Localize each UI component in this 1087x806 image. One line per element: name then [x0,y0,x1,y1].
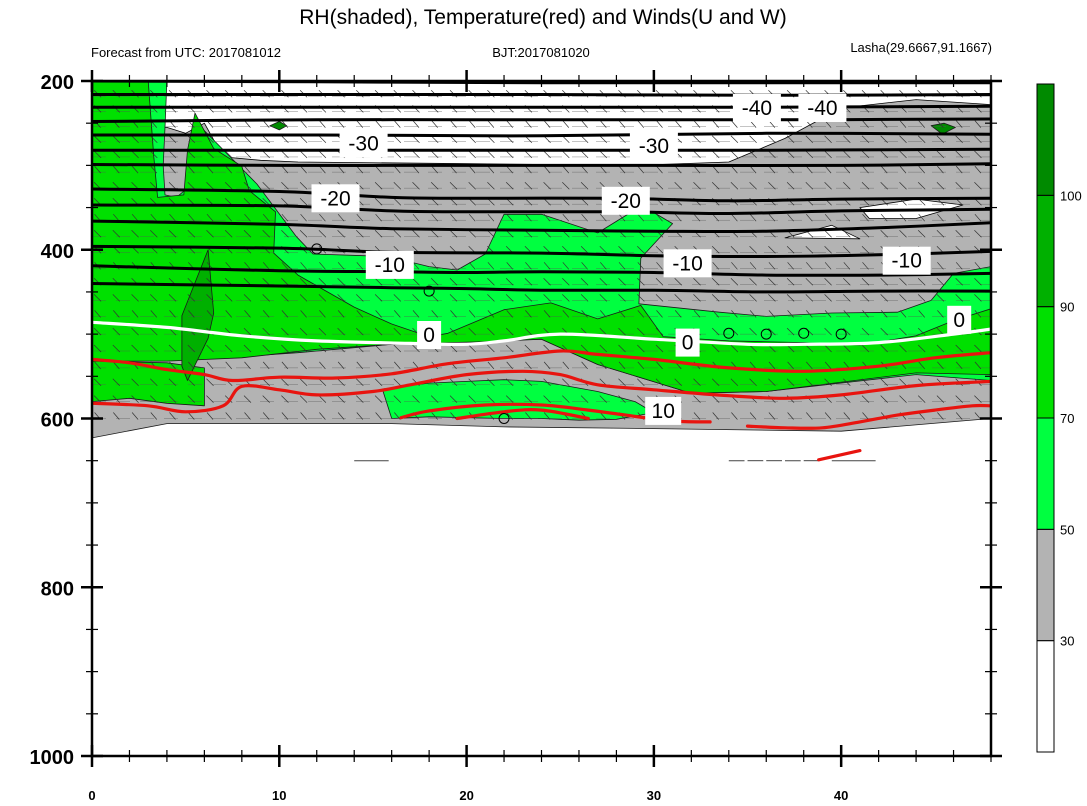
contour-label: -40 [798,94,847,122]
wind-row [92,135,991,144]
contour-label: -20 [601,186,650,215]
temperature-red-contour [745,403,991,430]
contour-label: 0 [675,328,700,357]
y-tick-label: 400 [41,241,74,263]
wind-row [92,310,991,318]
colorbar-box [1036,640,1055,753]
x-tick-label: 0 [88,788,95,803]
x-tick-label: 10 [272,788,286,803]
colorbar-box [1036,194,1055,308]
wind-row [92,120,991,128]
temperature-red-contour [455,408,590,421]
svg-text:0: 0 [423,324,435,347]
calm-wind-circle [311,243,323,255]
temperature-red-contour [92,349,991,383]
y-tick-label: 600 [41,410,74,432]
contour-label: -10 [882,246,931,275]
svg-text:-30: -30 [639,135,669,158]
temperature-contour [92,282,991,294]
temperature-contour [92,187,991,203]
temperature-contour [92,203,991,216]
temperature-contour [92,162,991,168]
wind-row [92,165,991,174]
contour-label: -20 [311,184,360,213]
wind-row [92,294,991,302]
calm-wind-circle [723,327,735,339]
y-tick-label: 800 [41,578,74,600]
temperature-contour [92,264,991,277]
calm-wind-markers [311,243,847,424]
chart-subtitle-left: Forecast from UTC: 2017081012 [91,45,281,60]
temperature-contour [92,219,991,233]
colorbar-box [1036,306,1055,419]
svg-text:10: 10 [652,400,675,423]
svg-text:-20: -20 [320,187,350,210]
temperature-red-contour [817,449,862,462]
contour-label: -10 [663,249,712,278]
chart-title: RH(shaded), Temperature(red) and Winds(U… [299,6,786,29]
colorbar-box [1036,528,1055,642]
wind-row [92,361,991,370]
calm-wind-circle [835,328,847,340]
colorbar-label: 50 [1060,522,1074,537]
calm-wind-circle [760,328,772,340]
temperature-contour [92,131,991,138]
wind-row [92,344,991,353]
temperature-contour [92,244,991,259]
zero-isotherm [92,320,991,347]
x-tick-label: 40 [834,788,848,803]
rh-region-rh100 [930,122,956,135]
contour-label: -40 [732,94,781,122]
rh-region-rh100 [269,121,288,131]
svg-text:-10: -10 [892,250,922,273]
y-tick-label: 1000 [30,747,75,769]
colorbar-label: 70 [1060,411,1074,426]
colorbar-box [1036,83,1055,196]
contour-labels: -40 -40 -30 -30 -20 -20 -10 -10 -10 0 0 0 10 [311,94,972,425]
svg-text:-30: -30 [348,132,378,155]
contour-label: 10 [645,396,682,425]
svg-text:-10: -10 [375,254,405,277]
zero-isotherm-line [92,320,991,347]
chart-subtitle-right: Lasha(29.6667,91.1667) [850,40,992,55]
contour-label: -30 [629,132,678,160]
x-tick-label: 30 [647,788,661,803]
svg-text:-40: -40 [742,97,772,120]
colorbar-label: 100 [1060,188,1082,203]
contour-label: 0 [417,321,442,349]
x-tick-label: 20 [459,788,473,803]
contour-label: -30 [339,129,388,158]
svg-text:0: 0 [953,309,965,332]
chart-subtitle-center: BJT:2017081020 [492,45,590,60]
calm-wind-circle [498,413,510,424]
contour-label: 0 [947,305,972,334]
rh-shading [92,81,991,439]
colorbar: 30 50 70 90 100 [1036,83,1082,753]
wind-field [92,81,991,462]
wind-row [92,395,991,403]
svg-text:0: 0 [682,332,694,355]
calm-wind-circle [798,327,810,339]
rh-region-rh90 [181,249,215,381]
svg-text:-10: -10 [672,252,702,275]
temperature-red-contour [92,369,991,414]
temperature-contour [92,92,991,97]
y-tick-label: 200 [41,72,74,94]
temperature-contour [92,104,991,109]
plot-area: -40 -40 -30 -30 -20 -20 -10 -10 -10 0 0 0 10 [92,81,991,462]
calm-wind-circle [423,285,435,297]
svg-text:-20: -20 [611,190,641,213]
wind-row [92,181,991,190]
temperature-contours [92,81,991,294]
colorbar-label: 90 [1060,300,1074,315]
temperature-contour [92,147,991,152]
contour-label: -10 [365,250,414,279]
svg-text:-40: -40 [807,97,837,120]
colorbar-box [1036,417,1055,530]
colorbar-label: 30 [1060,634,1074,649]
